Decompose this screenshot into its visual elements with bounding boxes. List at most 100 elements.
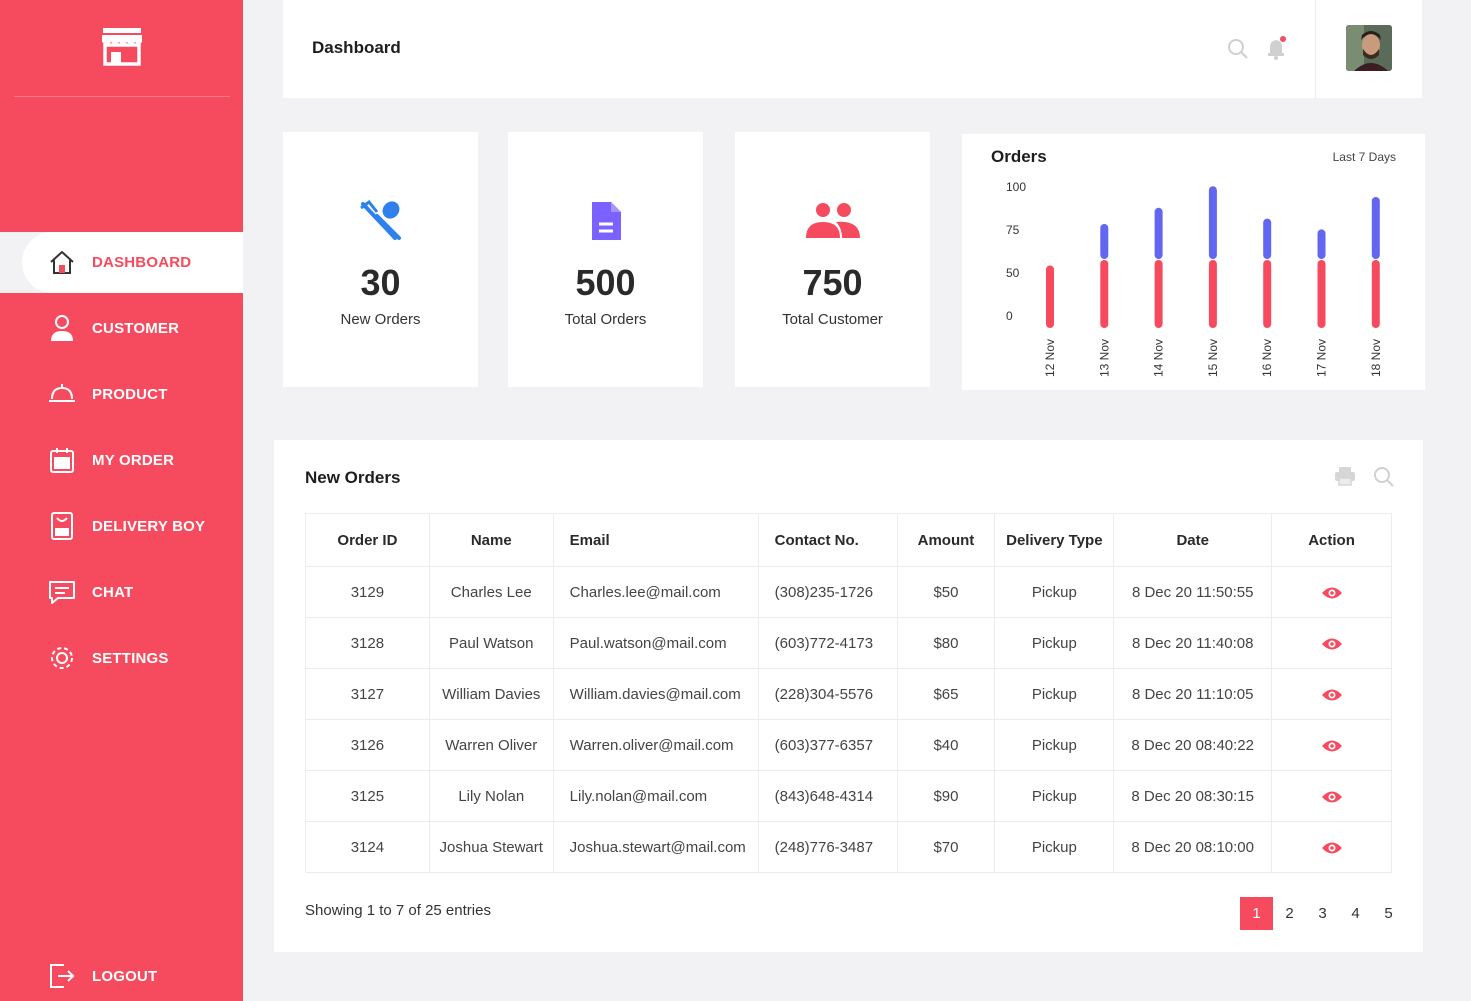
table-cell-action <box>1271 617 1392 669</box>
table-cell: 8 Dec 20 11:10:05 <box>1113 668 1273 720</box>
x-tick-label: 16 Nov <box>1260 339 1274 377</box>
table-cell: (248)776-3487 <box>757 821 898 873</box>
search-icon[interactable] <box>1227 38 1249 60</box>
table-cell: Pickup <box>994 668 1115 720</box>
cloche-icon <box>49 384 75 402</box>
page-5-button[interactable]: 5 <box>1384 905 1393 922</box>
sidebar-item-label: DELIVERY BOY <box>92 517 206 535</box>
table-cell: $90 <box>896 770 996 822</box>
y-tick-label: 50 <box>1006 266 1020 280</box>
calendar-icon <box>50 448 74 473</box>
table-cell: $80 <box>896 617 996 669</box>
table-row: 3128 Paul Watson Paul.watson@mail.com (603)… <box>305 617 1392 669</box>
table-cell: Pickup <box>994 566 1115 618</box>
table-cell: Joshua.stewart@mail.com <box>552 821 759 873</box>
table-cell: 8 Dec 20 08:40:22 <box>1113 719 1273 771</box>
table-cell: 3127 <box>305 668 430 720</box>
avatar[interactable] <box>1346 25 1392 71</box>
column-header[interactable]: Date <box>1113 513 1273 567</box>
y-tick-label: 75 <box>1006 223 1020 237</box>
page-4-button[interactable]: 4 <box>1351 905 1360 922</box>
table-cell: 3129 <box>305 566 430 618</box>
chart-period-selector[interactable]: Last 7 Days <box>1332 150 1396 164</box>
column-header[interactable]: Order ID <box>305 513 430 567</box>
stat-label: Total Customer <box>782 311 883 328</box>
column-header[interactable]: Contact No. <box>757 513 898 567</box>
sidebar-item-logout[interactable]: LOGOUT <box>48 959 157 993</box>
table-cell: Lily Nolan <box>428 770 554 822</box>
table-cell: Lily.nolan@mail.com <box>552 770 759 822</box>
chart-title: Orders <box>991 147 1047 166</box>
view-eye-icon[interactable] <box>1321 790 1343 804</box>
page-title: Dashboard <box>312 38 401 57</box>
sidebar: DASHBOARD CUSTOMER PRODUCT MY ORDER DELI… <box>0 0 243 1001</box>
column-header[interactable]: Name <box>428 513 554 567</box>
print-icon[interactable] <box>1334 466 1356 486</box>
document-icon <box>591 202 621 240</box>
view-eye-icon[interactable] <box>1321 841 1343 855</box>
view-eye-icon[interactable] <box>1321 586 1343 600</box>
home-icon <box>50 250 74 274</box>
column-header[interactable]: Amount <box>896 513 996 567</box>
logout-label: LOGOUT <box>92 967 158 985</box>
sidebar-item-chat[interactable]: CHAT <box>48 575 133 609</box>
page-3-button[interactable]: 3 <box>1318 905 1327 922</box>
table-cell: $65 <box>896 668 996 720</box>
stat-value: 30 <box>360 262 401 303</box>
x-tick-label: 14 Nov <box>1152 339 1166 377</box>
utensils-icon <box>359 200 401 240</box>
users-icon <box>805 203 860 238</box>
stat-card-total-orders: 500 Total Orders <box>508 132 703 387</box>
table-cell: 3125 <box>305 770 430 822</box>
table-cell: (843)648-4314 <box>757 770 898 822</box>
sidebar-item-settings[interactable]: SETTINGS <box>48 641 169 675</box>
new-orders-card: New Orders Order ID Name Email Contact N… <box>274 440 1423 952</box>
sidebar-item-delivery-boy[interactable]: DELIVERY BOY <box>48 509 205 543</box>
table-cell: 8 Dec 20 11:40:08 <box>1113 617 1273 669</box>
view-eye-icon[interactable] <box>1321 688 1343 702</box>
delivery-bag-icon <box>51 512 73 540</box>
chat-icon <box>49 581 75 604</box>
table-row: 3127 William Davies William.davies@mail.co… <box>305 668 1392 720</box>
table-cell: Paul.watson@mail.com <box>552 617 759 669</box>
view-eye-icon[interactable] <box>1321 739 1343 753</box>
table-cell: William.davies@mail.com <box>552 668 759 720</box>
orders-chart: 0 50 75 100 12 Nov 13 Nov 14 Nov 15 Nov 16 Nov 17… <box>1006 180 1383 377</box>
table-cell: (603)772-4173 <box>757 617 898 669</box>
user-icon <box>51 315 73 341</box>
x-tick-label: 15 Nov <box>1206 339 1220 377</box>
sidebar-item-dashboard[interactable]: DASHBOARD <box>22 232 243 293</box>
sidebar-item-customer[interactable]: CUSTOMER <box>48 311 179 345</box>
table-cell: Warren Oliver <box>428 719 554 771</box>
table-row: 3126 Warren Oliver Warren.oliver@mail.com(… <box>305 719 1392 771</box>
view-eye-icon[interactable] <box>1321 637 1343 651</box>
sidebar-item-product[interactable]: PRODUCT <box>48 377 168 411</box>
notification-bell-icon[interactable] <box>1266 36 1288 60</box>
x-tick-label: 17 Nov <box>1315 339 1329 377</box>
logout-icon <box>50 964 75 988</box>
top-header: Dashboard <box>283 0 1422 98</box>
sidebar-item-label: CHAT <box>92 583 134 601</box>
column-header[interactable]: Email <box>552 513 759 567</box>
page-2-button[interactable]: 2 <box>1285 905 1294 922</box>
table-cell: Warren.oliver@mail.com <box>552 719 759 771</box>
entries-info: Showing 1 to 7 of 25 entries <box>305 902 491 919</box>
column-header[interactable]: Delivery Type <box>994 513 1115 567</box>
table-cell: (308)235-1726 <box>757 566 898 618</box>
table-cell: 8 Dec 20 11:50:55 <box>1113 566 1273 618</box>
table-cell: (603)377-6357 <box>757 719 898 771</box>
table-cell: 8 Dec 20 08:10:00 <box>1113 821 1273 873</box>
sidebar-item-my-order[interactable]: MY ORDER <box>48 443 174 477</box>
page-1-button[interactable]: 1 <box>1240 897 1273 930</box>
x-tick-label: 13 Nov <box>1097 339 1111 377</box>
table-cell: $70 <box>896 821 996 873</box>
table-cell: 8 Dec 20 08:30:15 <box>1113 770 1273 822</box>
table-cell: Charles Lee <box>428 566 554 618</box>
table-cell: Pickup <box>994 719 1115 771</box>
stat-value: 750 <box>802 262 863 303</box>
stat-value: 500 <box>575 262 636 303</box>
search-icon[interactable] <box>1373 466 1395 488</box>
sidebar-item-label: DASHBOARD <box>92 254 192 271</box>
table-cell: 3124 <box>305 821 430 873</box>
